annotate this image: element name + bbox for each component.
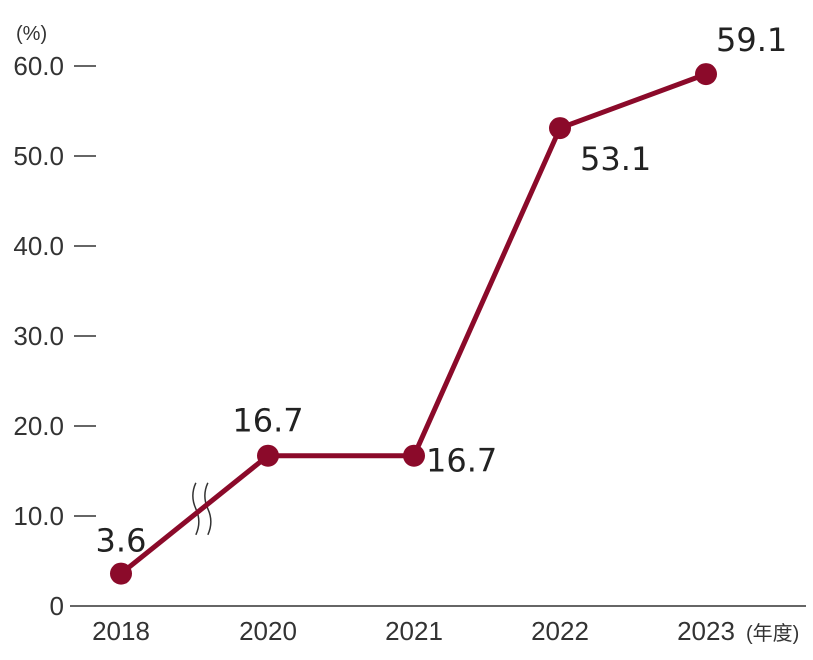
- x-tick-label: 2021: [385, 616, 443, 646]
- y-tick-label: 50.0: [13, 141, 64, 171]
- y-tick-label: 60.0: [13, 51, 64, 81]
- x-tick-label: 2023: [677, 616, 735, 646]
- axis-break-stroke: [192, 482, 200, 536]
- x-tick-label: 2018: [92, 616, 150, 646]
- data-point-marker: [695, 63, 717, 86]
- data-point-marker: [257, 444, 279, 467]
- data-label: 53.1: [580, 140, 651, 178]
- data-point-marker: [403, 444, 425, 467]
- data-point-marker: [110, 562, 132, 585]
- data-point-marker: [549, 117, 571, 140]
- y-tick-label: 10.0: [13, 501, 64, 531]
- data-label: 16.7: [426, 442, 497, 480]
- data-label: 59.1: [716, 21, 787, 59]
- data-label: 16.7: [232, 402, 303, 440]
- x-tick-label: 2022: [531, 616, 589, 646]
- data-label: 3.6: [96, 522, 147, 560]
- axis-break-stroke: [204, 482, 212, 536]
- x-tick-label: 2020: [239, 616, 297, 646]
- y-tick-label: 20.0: [13, 411, 64, 441]
- y-tick-label: 40.0: [13, 231, 64, 261]
- y-tick-label: 30.0: [13, 321, 64, 351]
- x-unit-label: (年度): [746, 622, 799, 645]
- y-unit-label: (%): [16, 23, 47, 45]
- y-tick-label: 0: [50, 591, 64, 621]
